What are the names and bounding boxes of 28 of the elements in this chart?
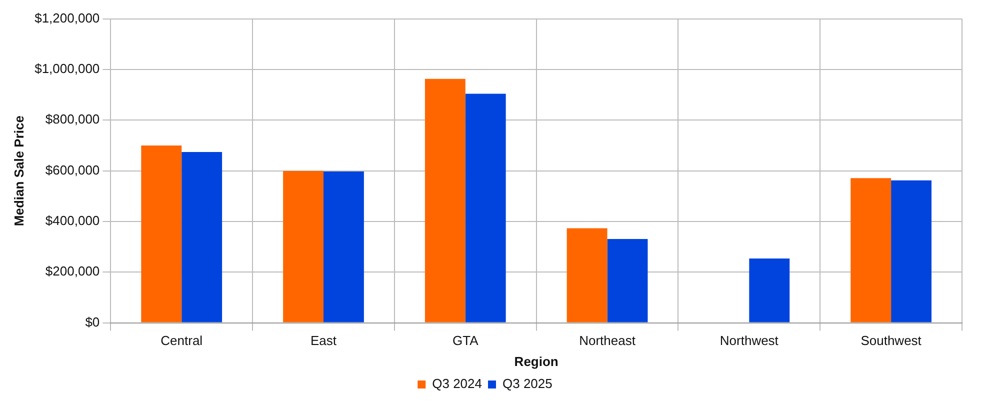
y-tick-label: $800,000 bbox=[45, 112, 100, 127]
bar bbox=[283, 171, 324, 322]
bar bbox=[566, 228, 608, 322]
y-tick-label: $1,000,000 bbox=[34, 61, 100, 76]
y-axis-title: Median Sale Price bbox=[11, 116, 26, 226]
bar bbox=[141, 145, 182, 322]
y-tick-label: $600,000 bbox=[45, 162, 100, 178]
bar bbox=[749, 258, 790, 322]
y-tick-label: $0 bbox=[85, 314, 100, 330]
bar bbox=[465, 94, 506, 322]
x-tick-label: Southwest bbox=[860, 333, 922, 348]
bar bbox=[424, 78, 466, 322]
y-tick-label: $200,000 bbox=[45, 264, 100, 279]
y-tick-label: $1,200,000 bbox=[34, 10, 100, 26]
x-tick-label: Northeast bbox=[579, 333, 636, 348]
x-tick-label: East bbox=[310, 333, 337, 348]
bar bbox=[607, 238, 648, 322]
bar bbox=[324, 172, 364, 322]
bar bbox=[850, 178, 892, 322]
y-tick-label: $400,000 bbox=[45, 213, 100, 228]
bar bbox=[182, 152, 222, 322]
x-tick-label: GTA bbox=[452, 333, 479, 348]
x-tick-label: Northwest bbox=[720, 333, 779, 348]
bar bbox=[891, 180, 932, 322]
x-tick-label: Central bbox=[160, 333, 203, 348]
x-axis-title: Region bbox=[514, 354, 558, 369]
legend-label: Q3 2025 bbox=[502, 376, 552, 392]
legend-label: Q3 2024 bbox=[432, 376, 482, 392]
